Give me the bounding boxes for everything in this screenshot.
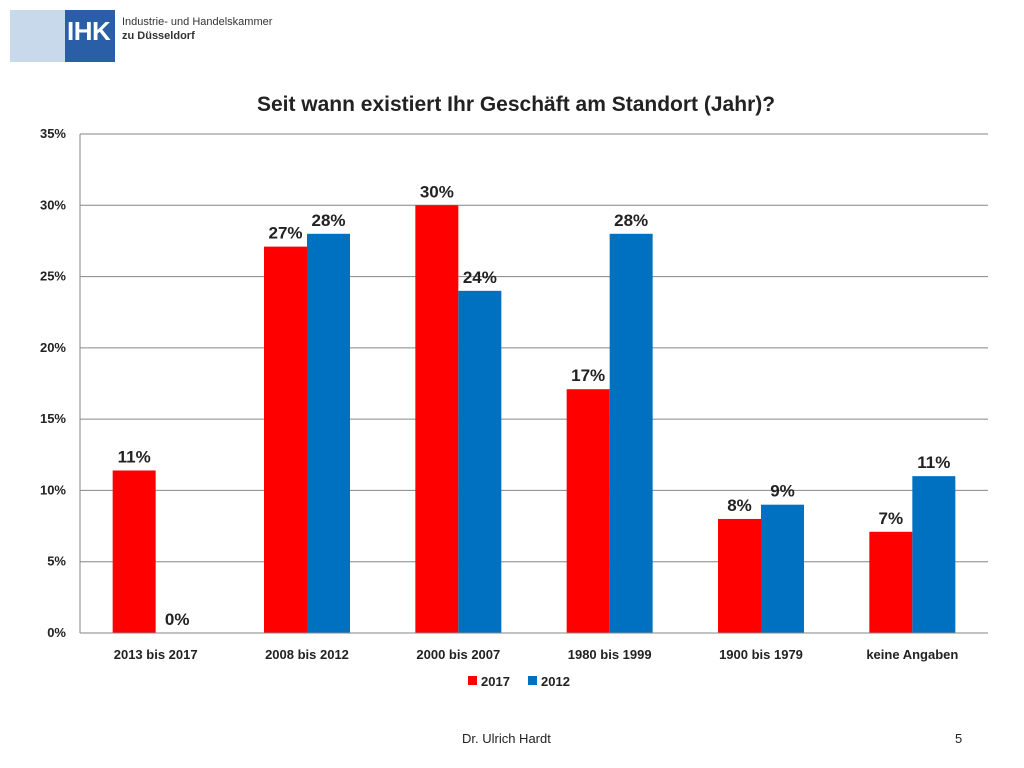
data-label-2017: 8% (727, 496, 752, 515)
legend-swatch-2017 (468, 676, 477, 685)
data-label-2017: 27% (268, 224, 302, 243)
data-label-2012: 28% (311, 211, 345, 230)
x-tick-label: keine Angaben (866, 647, 958, 662)
logo-light-block (10, 10, 65, 62)
y-tick-label: 20% (40, 340, 66, 355)
bar-2012 (609, 233, 653, 634)
page-number: 5 (955, 731, 963, 746)
data-label-2012: 0% (165, 610, 190, 629)
data-label-2012: 24% (463, 268, 497, 287)
logo-ihk-text: IHK (67, 16, 111, 46)
data-label-2012: 28% (614, 211, 648, 230)
x-axis: 2013 bis 2017 2008 bis 2012 2000 bis 2007 1… (80, 632, 988, 662)
y-tick-label: 35% (40, 126, 66, 141)
bar-2017 (264, 246, 307, 634)
bar-chart: Seit wann existiert Ihr Geschäft am Stan… (40, 93, 988, 689)
data-label-2017: 30% (420, 182, 454, 201)
bar-2012 (307, 233, 350, 634)
ihk-logo: IHK Industrie- und Handelskammer zu Düss… (10, 10, 273, 63)
bar-2012 (761, 504, 804, 633)
bar-2012 (912, 476, 956, 633)
y-tick-label: 0% (47, 625, 66, 640)
logo-org-city: zu Düsseldorf (122, 30, 195, 42)
data-label-2017: 11% (118, 447, 151, 466)
bar-2017 (869, 531, 913, 633)
x-tick-label: 1900 bis 1979 (719, 647, 803, 662)
x-tick-label: 2000 bis 2007 (416, 647, 500, 662)
x-tick-label: 2013 bis 2017 (114, 647, 198, 662)
chart-title: Seit wann existiert Ihr Geschäft am Stan… (257, 93, 775, 116)
footer-author: Dr. Ulrich Hardt (462, 731, 551, 746)
y-tick-label: 10% (40, 482, 66, 497)
x-tick-label: 1980 bis 1999 (568, 647, 652, 662)
data-labels: 11% 0% 27% 28% 30% 24% 17% 28% 8% 9% 7% 11% (118, 182, 951, 629)
legend-label-2017: 2017 (481, 674, 510, 689)
data-label-2017: 17% (571, 366, 605, 385)
bar-2017 (415, 205, 459, 634)
bar-2017 (112, 470, 156, 633)
logo-mark: IHK (10, 10, 115, 62)
data-label-2012: 9% (770, 482, 795, 501)
y-tick-label: 15% (40, 411, 66, 426)
bar-2017 (566, 389, 610, 633)
y-axis: 0% 5% 10% 15% 20% 25% 30% 35% (40, 126, 81, 640)
data-label-2017: 7% (879, 509, 904, 528)
y-tick-label: 25% (40, 269, 66, 284)
logo-org-name: Industrie- und Handelskammer (122, 16, 273, 28)
legend-label-2012: 2012 (541, 674, 570, 689)
legend-swatch-2012 (528, 676, 537, 685)
x-tick-label: 2008 bis 2012 (265, 647, 349, 662)
y-tick-label: 30% (40, 197, 66, 212)
bars (112, 205, 956, 634)
bar-2012 (458, 290, 502, 633)
data-label-2012: 11% (917, 453, 950, 472)
logo-dark-block (65, 10, 115, 62)
y-tick-label: 5% (47, 554, 66, 569)
legend: 2017 2012 (468, 674, 570, 689)
gridlines (80, 133, 988, 634)
bar-2017 (718, 518, 761, 633)
